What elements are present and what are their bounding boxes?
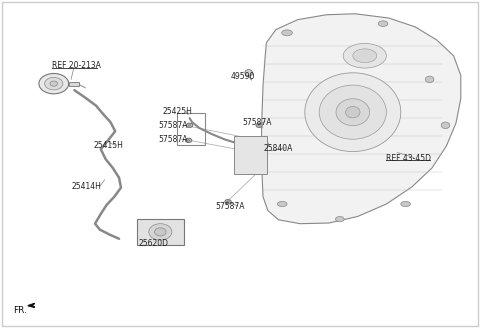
Ellipse shape [188,140,190,141]
Text: REF 43-45D: REF 43-45D [386,154,432,163]
Ellipse shape [441,122,450,129]
Bar [69,82,79,86]
Ellipse shape [149,224,172,240]
Text: 57587A: 57587A [158,121,188,130]
Ellipse shape [378,21,388,26]
Ellipse shape [343,43,386,68]
Ellipse shape [401,201,410,207]
Text: 25415H: 25415H [94,141,123,151]
Ellipse shape [155,228,166,236]
Ellipse shape [336,99,370,126]
Ellipse shape [336,216,344,222]
Bar [177,113,205,145]
Text: 57587A: 57587A [158,135,188,144]
Text: 49590: 49590 [230,72,255,81]
Ellipse shape [225,199,231,204]
Text: 25620D: 25620D [138,239,168,248]
Ellipse shape [45,77,63,90]
Text: 25414H: 25414H [72,182,102,192]
Ellipse shape [227,201,229,202]
Ellipse shape [353,49,377,63]
Ellipse shape [258,140,268,149]
Text: 25840A: 25840A [263,144,292,153]
Ellipse shape [282,30,292,36]
Bar [234,136,267,174]
Ellipse shape [189,124,191,126]
Ellipse shape [258,124,261,126]
Ellipse shape [319,85,386,139]
Ellipse shape [425,76,434,83]
Ellipse shape [346,106,360,118]
Ellipse shape [185,138,192,142]
Ellipse shape [261,142,265,146]
Bar [137,219,184,245]
Text: REF 20-213A: REF 20-213A [52,61,101,70]
Text: FR.: FR. [13,306,27,316]
Ellipse shape [50,81,58,86]
Ellipse shape [277,201,287,207]
Polygon shape [262,14,461,224]
Ellipse shape [39,73,69,94]
Ellipse shape [186,123,193,127]
Polygon shape [28,303,35,307]
Text: 57587A: 57587A [215,202,244,211]
Ellipse shape [245,70,252,76]
Text: 57587A: 57587A [242,117,272,127]
Ellipse shape [305,73,401,152]
Text: 25425H: 25425H [162,107,192,116]
Ellipse shape [256,123,263,127]
